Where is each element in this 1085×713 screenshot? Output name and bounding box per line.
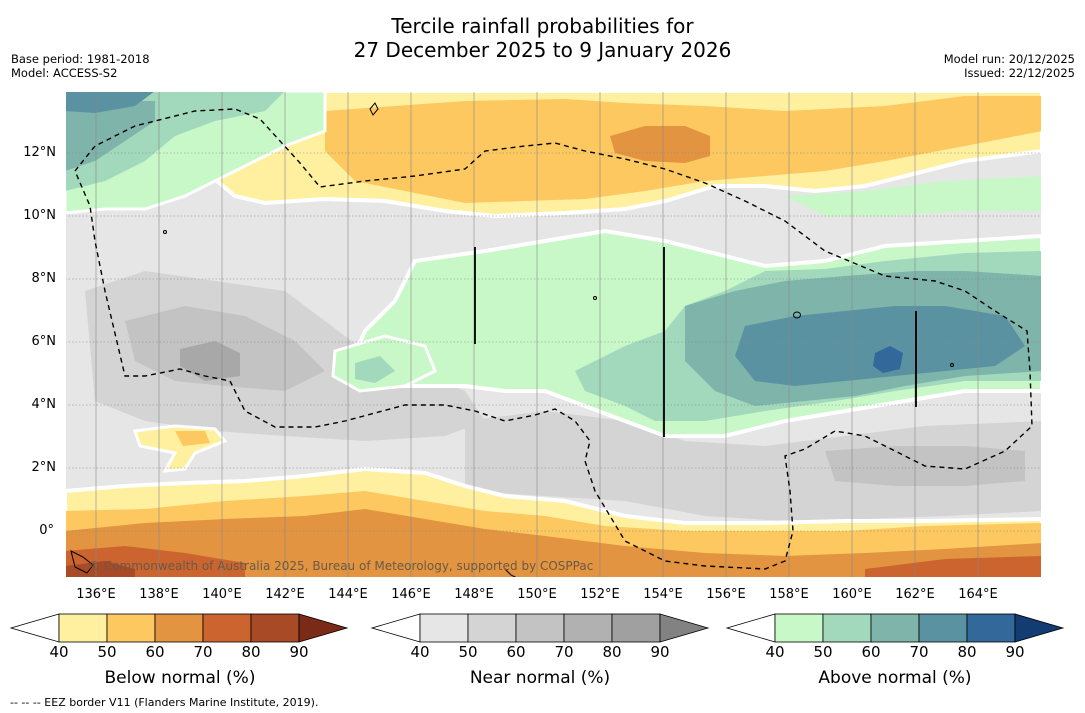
lat-label: 4°N (31, 397, 57, 412)
colorbar-segment (515, 613, 565, 643)
colorbar-near-title: Near normal (%) (469, 668, 611, 688)
lat-label: 12°N (23, 145, 56, 160)
colorbar-segment (966, 613, 1016, 643)
lon-label: 142°E (265, 587, 305, 602)
meridian-lines (95, 91, 979, 578)
lat-label: 6°N (31, 334, 57, 349)
cb-tick: 40 (765, 643, 785, 661)
below-normal-patch-mid-50 (175, 431, 210, 446)
map-frame (65, 91, 1042, 578)
colorbar-segment (58, 613, 108, 643)
above-normal-center-80 (873, 346, 903, 373)
lon-label: 150°E (517, 587, 557, 602)
colorbar-under-arrow (9, 613, 60, 643)
colorbar-below-normal (9, 613, 349, 643)
lon-label: 160°E (832, 587, 872, 602)
colorbar-near-normal (370, 613, 710, 643)
cb-tick: 60 (861, 643, 881, 661)
colorbar-segment (419, 613, 469, 643)
colorbar-under-arrow (370, 613, 421, 643)
cb-tick: 70 (909, 643, 929, 661)
above-normal-nw-70 (65, 91, 155, 113)
eez-legend-note: -- -- -- EEZ border V11 (Flanders Marine… (10, 696, 319, 709)
lat-label: 2°N (31, 460, 57, 475)
cb-tick: 90 (1005, 643, 1025, 661)
title-line-2: 27 December 2025 to 9 January 2026 (353, 38, 732, 62)
lon-label: 146°E (391, 587, 431, 602)
lon-label: 144°E (328, 587, 368, 602)
below-normal-south-60 (65, 509, 1042, 578)
cb-tick: 60 (506, 643, 526, 661)
cb-tick: 60 (145, 643, 165, 661)
cb-tick: 50 (458, 643, 478, 661)
below-normal-south-80 (65, 561, 135, 578)
colorbar-segment (563, 613, 613, 643)
cb-tick: 80 (957, 643, 977, 661)
lon-label: 136°E (76, 587, 116, 602)
cb-tick: 90 (289, 643, 309, 661)
colorbar-segment (106, 613, 156, 643)
above-normal-nw-60 (65, 101, 155, 171)
colorbar-segment (774, 613, 824, 643)
colorbar-segment (870, 613, 920, 643)
colorbar-over-arrow (1014, 613, 1065, 643)
lon-label: 154°E (643, 587, 683, 602)
colorbar-segment (467, 613, 517, 643)
lat-label: 8°N (31, 271, 57, 286)
colorbar-segment (250, 613, 300, 643)
map-credit: © Commonwealth of Australia 2025, Bureau… (88, 559, 594, 573)
near-normal-50-south (465, 411, 1042, 521)
cb-tick: 40 (410, 643, 430, 661)
lat-label: 10°N (23, 208, 56, 223)
cb-tick: 80 (241, 643, 261, 661)
meta-right: Model run: 20/12/2025 Issued: 22/12/2025 (944, 52, 1075, 80)
cb-tick: 90 (650, 643, 670, 661)
cb-tick: 70 (554, 643, 574, 661)
model-run: Model run: 20/12/2025 (943, 52, 1075, 66)
cb-tick: 70 (193, 643, 213, 661)
islands (70, 102, 954, 578)
colorbar-above-normal (725, 613, 1065, 643)
cb-tick: 50 (813, 643, 833, 661)
colorbar-under-arrow (725, 613, 776, 643)
below-normal-south-70 (65, 546, 1042, 578)
cb-tick: 80 (602, 643, 622, 661)
base-period: Base period: 1981-2018 (11, 52, 150, 66)
model-name: Model: ACCESS-S2 (11, 66, 118, 80)
colorbar-segment (202, 613, 252, 643)
colorbar-segment (611, 613, 661, 643)
near-normal-70-west (180, 341, 240, 381)
boundary-markers (474, 247, 917, 437)
meta-left: Base period: 1981-2018 Model: ACCESS-S2 (11, 52, 150, 80)
below-normal-north-60 (610, 126, 710, 163)
cb-tick: 50 (97, 643, 117, 661)
lon-label: 148°E (454, 587, 494, 602)
issued-date: Issued: 22/12/2025 (964, 66, 1075, 80)
colorbar-segment (918, 613, 968, 643)
colorbar-over-arrow (298, 613, 349, 643)
lon-label: 164°E (958, 587, 998, 602)
cb-tick: 40 (49, 643, 69, 661)
map-title: Tercile rainfall probabilities for 27 De… (0, 14, 1085, 62)
eez-border-west (74, 108, 1033, 570)
probability-map (65, 91, 1042, 578)
colorbar-over-arrow (659, 613, 710, 643)
above-normal-patch-west-50 (355, 356, 395, 383)
lon-label: 162°E (895, 587, 935, 602)
colorbar-segment (822, 613, 872, 643)
lon-label: 140°E (202, 587, 242, 602)
lon-label: 152°E (580, 587, 620, 602)
colorbar-below-title: Below normal (%) (104, 668, 256, 688)
colorbar-segment (154, 613, 204, 643)
lon-label: 156°E (706, 587, 746, 602)
lon-label: 158°E (769, 587, 809, 602)
lat-label: 0° (39, 523, 54, 538)
colorbars (9, 613, 1065, 643)
colorbar-above-title: Above normal (%) (818, 668, 972, 688)
lon-label: 138°E (139, 587, 179, 602)
title-line-1: Tercile rainfall probabilities for (391, 14, 694, 38)
